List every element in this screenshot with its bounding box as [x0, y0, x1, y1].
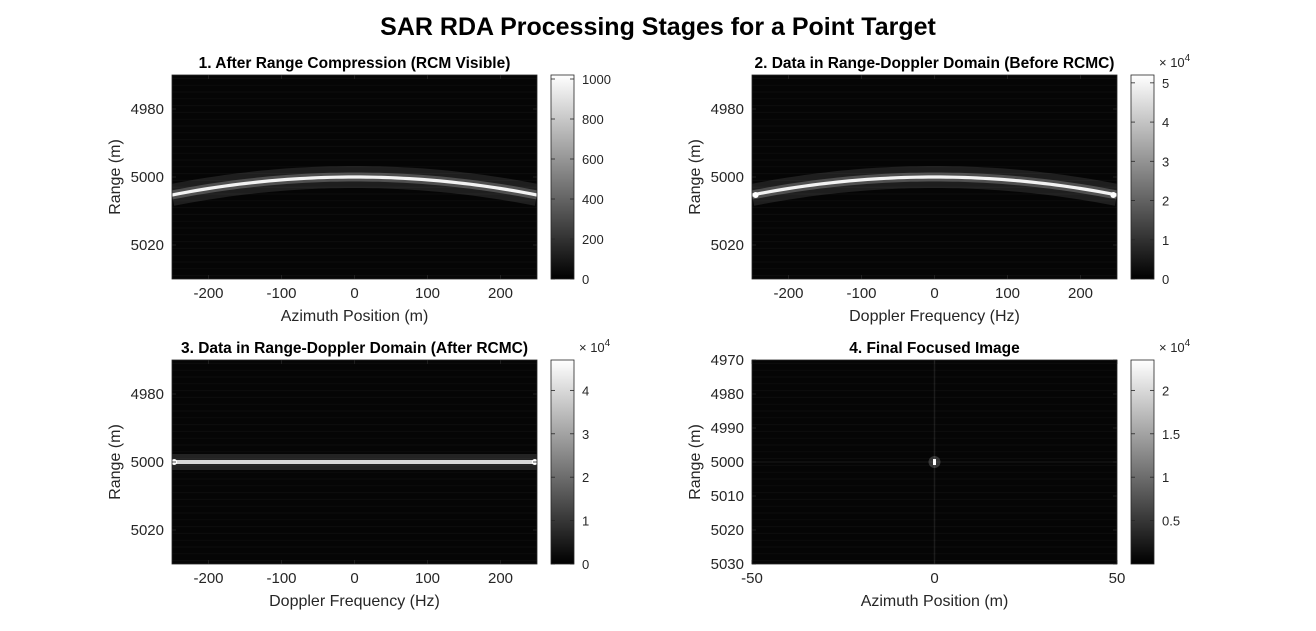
- y-tick-label: 5000: [711, 454, 744, 471]
- y-tick-label: 5020: [711, 237, 744, 254]
- y-axis-label: Range (m): [687, 424, 704, 500]
- subplot-2: 2. Data in Range-Doppler Domain (Before …: [687, 53, 1191, 325]
- colorbar-tick-label: 4: [1162, 115, 1169, 130]
- y-tick-label: 5020: [131, 237, 164, 254]
- x-tick-label: 0: [930, 285, 938, 302]
- y-axis-label: Range (m): [687, 139, 704, 215]
- x-tick-label: -200: [193, 570, 223, 587]
- colorbar-multiplier: × 104: [579, 338, 611, 355]
- y-tick-label: 4970: [711, 352, 744, 369]
- x-axis-label: Doppler Frequency (Hz): [849, 308, 1020, 325]
- colorbar: [550, 74, 575, 280]
- y-tick-label: 4990: [711, 420, 744, 437]
- colorbar-tick-label: 0: [582, 272, 589, 287]
- y-tick-label: 4980: [131, 386, 164, 403]
- colorbar-tick-label: 400: [582, 192, 604, 207]
- subplot-3: 3. Data in Range-Doppler Domain (After R…: [107, 338, 611, 610]
- heatmap-image: [172, 166, 537, 206]
- colorbar: [1130, 359, 1155, 565]
- colorbar-tick-label: 200: [582, 232, 604, 247]
- colorbar-tick-label: 1: [582, 514, 589, 529]
- y-tick-label: 4980: [711, 386, 744, 403]
- colorbar-tick-label: 1000: [582, 72, 611, 87]
- x-tick-label: -50: [741, 570, 763, 587]
- colorbar-tick-label: 600: [582, 152, 604, 167]
- colorbar-multiplier: × 104: [1159, 338, 1191, 355]
- x-tick-label: -100: [846, 285, 876, 302]
- x-tick-label: 0: [930, 570, 938, 587]
- y-tick-label: 4980: [711, 101, 744, 118]
- x-axis-label: Azimuth Position (m): [861, 593, 1009, 610]
- heatmap-image: [752, 360, 1117, 564]
- x-tick-label: -100: [266, 570, 296, 587]
- x-tick-label: 0: [350, 570, 358, 587]
- x-axis-label: Azimuth Position (m): [281, 308, 429, 325]
- x-tick-label: 0: [350, 285, 358, 302]
- colorbar-tick-label: 1: [1162, 470, 1169, 485]
- x-tick-label: -200: [193, 285, 223, 302]
- y-tick-label: 5000: [711, 169, 744, 186]
- subplot-title: 4. Final Focused Image: [849, 340, 1020, 357]
- edge-bright-spot: [752, 192, 759, 199]
- colorbar-tick-label: 4: [582, 383, 589, 398]
- subplot-title: 3. Data in Range-Doppler Domain (After R…: [181, 340, 528, 357]
- migration-curve: [172, 175, 537, 197]
- colorbar-tick-label: 0: [1162, 272, 1169, 287]
- colorbar-tick-label: 3: [1162, 154, 1169, 169]
- subplot-4: 4. Final Focused Image -50 0 50 4970 4980 4990…: [687, 338, 1191, 610]
- migration-curve: [752, 175, 1117, 197]
- x-tick-label: 200: [488, 570, 513, 587]
- x-tick-label: -100: [266, 285, 296, 302]
- colorbar-tick-label: 0.5: [1162, 514, 1180, 529]
- edge-bright-spot: [1110, 192, 1117, 199]
- x-tick-label: 200: [1068, 285, 1093, 302]
- heatmap-image: [752, 166, 1117, 206]
- colorbar-tick-label: 1: [1162, 233, 1169, 248]
- colorbar: [550, 359, 575, 565]
- x-tick-label: 100: [415, 285, 440, 302]
- colorbar: [1130, 74, 1155, 280]
- y-tick-label: 5020: [711, 522, 744, 539]
- subplot-1: 1. After Range Compression (RCM Visible)…: [107, 55, 611, 325]
- y-tick-label: 4980: [131, 101, 164, 118]
- y-axis-label: Range (m): [107, 139, 124, 215]
- colorbar-tick-label: 3: [582, 427, 589, 442]
- colorbar-tick-label: 1.5: [1162, 427, 1180, 442]
- y-tick-label: 5020: [131, 522, 164, 539]
- colorbar-multiplier: × 104: [1159, 53, 1191, 70]
- colorbar-tick-label: 0: [582, 557, 589, 572]
- x-tick-label: 50: [1109, 570, 1126, 587]
- colorbar-tick-label: 5: [1162, 76, 1169, 91]
- y-axis-label: Range (m): [107, 424, 124, 500]
- x-tick-label: 100: [415, 570, 440, 587]
- colorbar-tick-label: 2: [1162, 383, 1169, 398]
- x-tick-label: 100: [995, 285, 1020, 302]
- y-tick-label: 5010: [711, 488, 744, 505]
- subplot-title: 1. After Range Compression (RCM Visible): [199, 55, 511, 72]
- x-axis-label: Doppler Frequency (Hz): [269, 593, 440, 610]
- colorbar-tick-label: 2: [1162, 194, 1169, 209]
- y-tick-label: 5030: [711, 556, 744, 573]
- y-tick-label: 5000: [131, 169, 164, 186]
- x-tick-label: 200: [488, 285, 513, 302]
- figure-title: SAR RDA Processing Stages for a Point Ta…: [380, 13, 936, 41]
- colorbar-tick-label: 2: [582, 470, 589, 485]
- y-tick-label: 5000: [131, 454, 164, 471]
- subplot-title: 2. Data in Range-Doppler Domain (Before …: [755, 55, 1115, 72]
- x-tick-label: -200: [773, 285, 803, 302]
- focused-point-target: [933, 459, 936, 465]
- colorbar-tick-label: 800: [582, 112, 604, 127]
